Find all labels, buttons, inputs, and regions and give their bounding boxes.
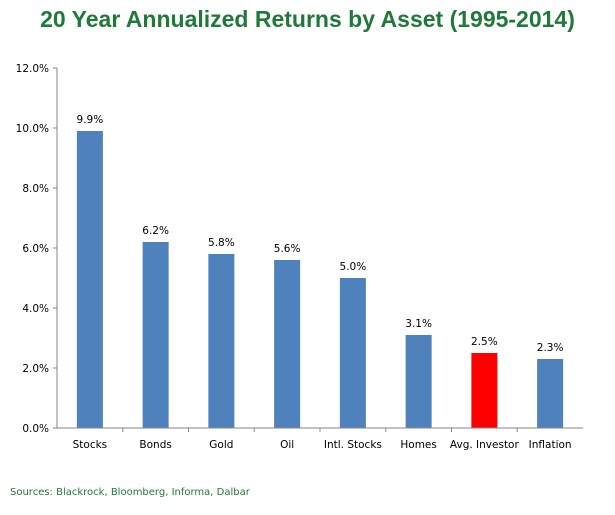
y-axis: 0.0% 2.0% 4.0% 6.0% 8.0% 10.0% 12.0% [16,63,58,435]
x-axis: Stocks Bonds Gold Oil Intl. Stocks Homes Avg. … [57,427,583,451]
y-tick-label: 10.0% [16,123,49,135]
category-label: Bonds [139,439,171,451]
category-label: Gold [209,439,233,451]
bar [405,335,432,428]
category-label: Stocks [73,439,108,451]
data-label: 5.6% [274,243,301,255]
category-label: Intl. Stocks [324,439,382,451]
data-label: 2.3% [537,342,564,354]
bar [76,131,103,428]
y-tick-label: 0.0% [22,423,49,435]
bars: 9.9% 6.2% 5.8% 5.6% 5.0% 3.1% 2.5% 2.3% [76,114,564,428]
bar [142,242,169,428]
y-tick-label: 2.0% [22,363,49,375]
y-tick-label: 8.0% [22,183,49,195]
data-label: 5.0% [340,261,367,273]
category-label: Inflation [529,439,572,451]
chart-title: 20 Year Annualized Returns by Asset (199… [40,6,575,32]
bar [471,353,498,428]
data-label: 2.5% [471,336,498,348]
bar [537,359,564,428]
category-label: Oil [280,439,294,451]
y-tick-label: 6.0% [22,243,49,255]
data-label: 3.1% [405,318,432,330]
bar [208,254,235,428]
bar [274,260,301,428]
data-label: 9.9% [77,114,104,126]
data-label: 5.8% [208,237,235,249]
category-label: Avg. Investor [450,439,520,451]
category-label: Homes [400,439,436,451]
y-tick-label: 4.0% [22,303,49,315]
y-tick-label: 12.0% [16,63,49,75]
bar [339,278,366,428]
source-note: Sources: Blackrock, Bloomberg, Informa, … [10,487,250,498]
data-label: 6.2% [142,225,169,237]
